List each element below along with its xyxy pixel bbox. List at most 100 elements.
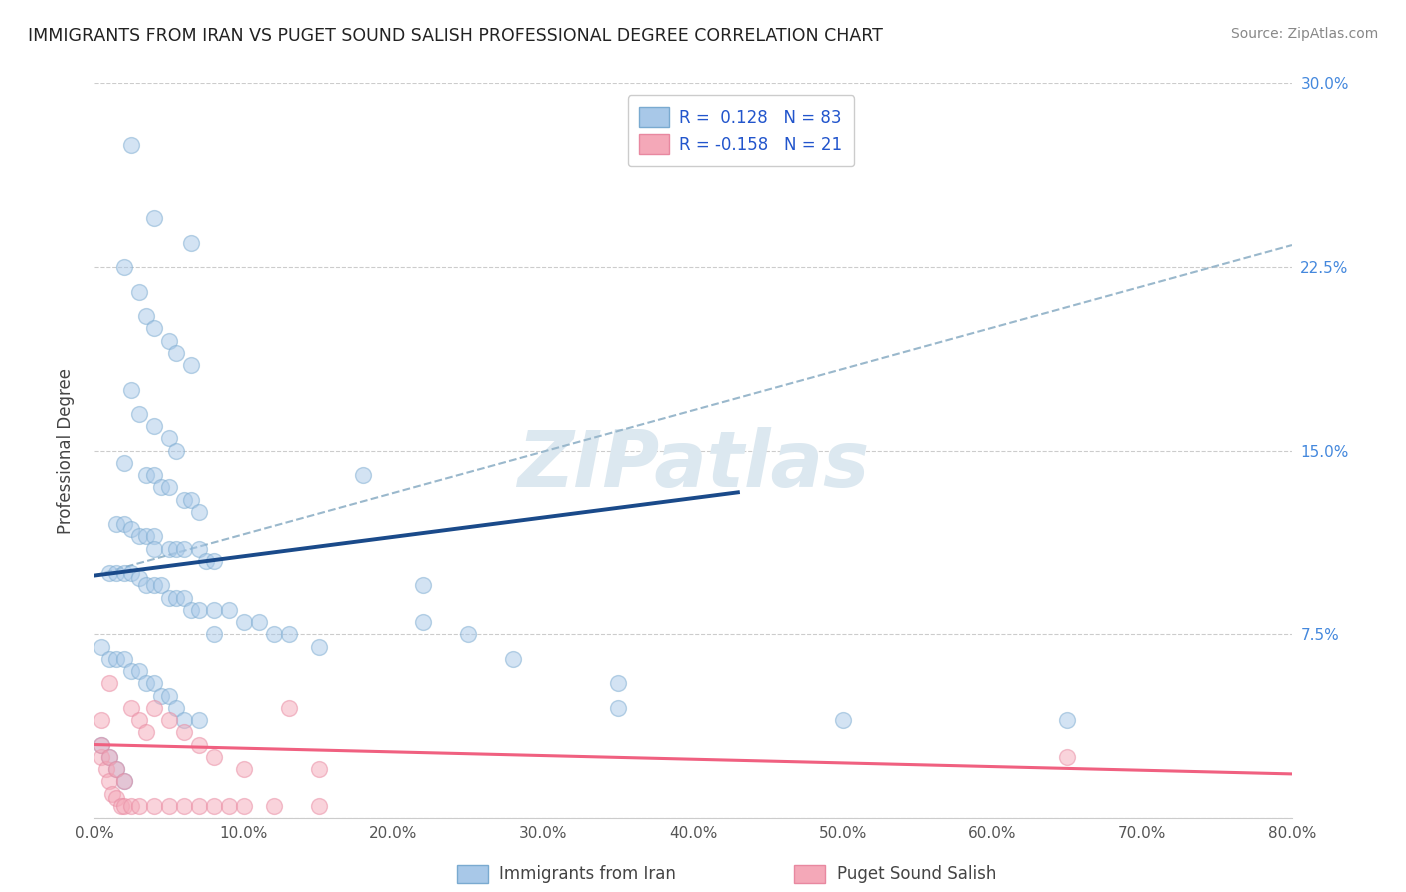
Point — [277, 701, 299, 715]
Point — [502, 652, 524, 666]
Point — [607, 676, 630, 690]
Point — [128, 798, 150, 813]
Point — [97, 774, 120, 789]
Point — [105, 566, 128, 581]
Point — [135, 468, 157, 483]
Point — [173, 591, 195, 605]
Point — [105, 652, 128, 666]
Point — [202, 554, 225, 568]
Point — [110, 798, 132, 813]
Point — [120, 701, 142, 715]
Point — [128, 713, 150, 727]
Point — [173, 492, 195, 507]
Point — [142, 798, 165, 813]
Point — [218, 603, 240, 617]
Point — [308, 762, 330, 776]
Point — [173, 713, 195, 727]
Point — [101, 787, 124, 801]
Point — [157, 798, 180, 813]
Point — [120, 522, 142, 536]
Point — [157, 713, 180, 727]
Point — [112, 774, 135, 789]
Point — [112, 260, 135, 274]
Point — [353, 468, 375, 483]
Point — [120, 566, 142, 581]
Point — [195, 554, 218, 568]
Point — [120, 137, 142, 152]
Point — [90, 713, 112, 727]
Point — [150, 480, 173, 494]
Point — [165, 443, 187, 458]
Point — [218, 798, 240, 813]
Point — [202, 749, 225, 764]
Point — [105, 517, 128, 532]
Point — [232, 615, 254, 629]
Point — [263, 798, 285, 813]
Point — [165, 701, 187, 715]
Point — [112, 456, 135, 470]
Point — [232, 762, 254, 776]
Point — [187, 603, 209, 617]
Point — [128, 529, 150, 543]
Point — [142, 541, 165, 556]
Point — [142, 701, 165, 715]
Point — [97, 676, 120, 690]
Point — [97, 566, 120, 581]
Point — [202, 627, 225, 641]
Point — [142, 468, 165, 483]
Point — [135, 578, 157, 592]
Point — [187, 713, 209, 727]
Point — [831, 713, 853, 727]
Point — [112, 517, 135, 532]
Point — [105, 762, 128, 776]
Point — [97, 749, 120, 764]
Point — [187, 738, 209, 752]
Legend: R =  0.128   N = 83, R = -0.158   N = 21: R = 0.128 N = 83, R = -0.158 N = 21 — [627, 95, 853, 166]
Point — [607, 701, 630, 715]
Point — [180, 492, 202, 507]
Point — [263, 627, 285, 641]
Point — [135, 725, 157, 739]
Point — [97, 749, 120, 764]
Point — [135, 676, 157, 690]
Point — [142, 529, 165, 543]
Point — [165, 541, 187, 556]
Point — [247, 615, 270, 629]
Point — [232, 798, 254, 813]
Text: Puget Sound Salish: Puget Sound Salish — [837, 865, 995, 883]
Point — [277, 627, 299, 641]
Point — [1056, 713, 1078, 727]
Point — [112, 566, 135, 581]
Point — [412, 578, 434, 592]
Point — [105, 791, 128, 805]
Text: IMMIGRANTS FROM IRAN VS PUGET SOUND SALISH PROFESSIONAL DEGREE CORRELATION CHART: IMMIGRANTS FROM IRAN VS PUGET SOUND SALI… — [28, 27, 883, 45]
Point — [90, 738, 112, 752]
Text: ZIPatlas: ZIPatlas — [517, 427, 869, 503]
Point — [105, 762, 128, 776]
Point — [112, 774, 135, 789]
Point — [308, 640, 330, 654]
Point — [97, 652, 120, 666]
Point — [173, 798, 195, 813]
Point — [165, 591, 187, 605]
Point — [157, 432, 180, 446]
Point — [120, 383, 142, 397]
Point — [135, 309, 157, 323]
Point — [142, 676, 165, 690]
Point — [187, 505, 209, 519]
Point — [128, 285, 150, 299]
Point — [150, 689, 173, 703]
Point — [173, 541, 195, 556]
Point — [128, 664, 150, 678]
Point — [157, 591, 180, 605]
Point — [180, 235, 202, 250]
Point — [90, 738, 112, 752]
Point — [112, 798, 135, 813]
Point — [412, 615, 434, 629]
Point — [94, 762, 117, 776]
Point — [157, 541, 180, 556]
Point — [142, 578, 165, 592]
Point — [202, 603, 225, 617]
Text: Source: ZipAtlas.com: Source: ZipAtlas.com — [1230, 27, 1378, 41]
Point — [90, 640, 112, 654]
